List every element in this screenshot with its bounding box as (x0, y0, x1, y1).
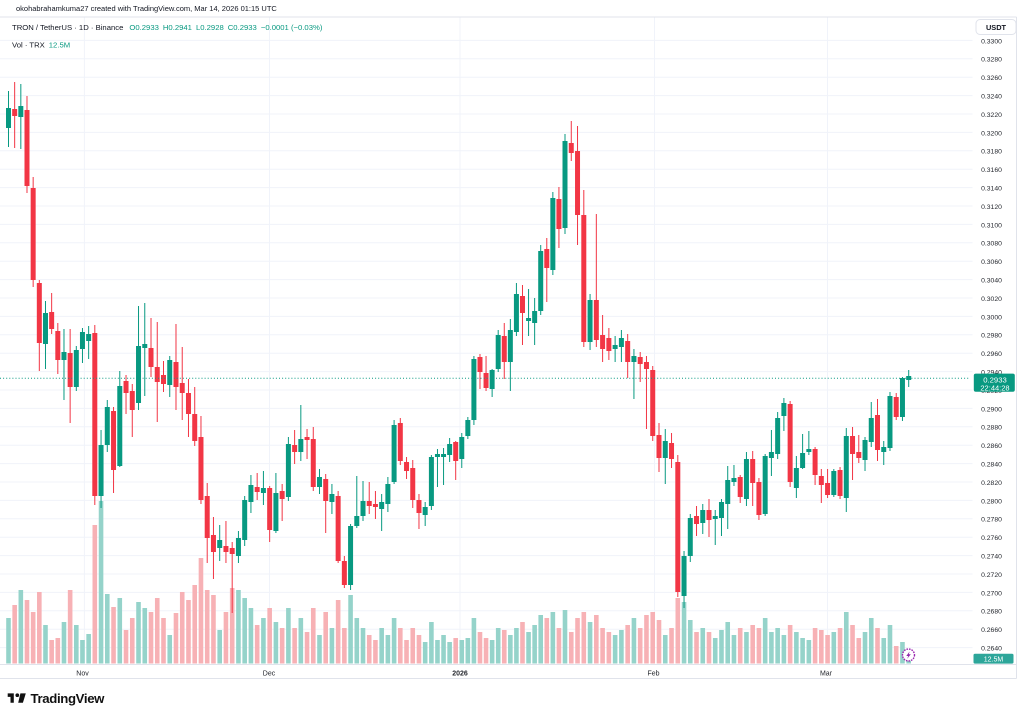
svg-text:0.2940: 0.2940 (981, 370, 1002, 377)
svg-text:2026: 2026 (452, 670, 468, 677)
svg-text:Feb: Feb (647, 670, 659, 677)
svg-text:0.3220: 0.3220 (981, 112, 1002, 119)
svg-text:0.3280: 0.3280 (981, 57, 1002, 64)
svg-text:0.2760: 0.2760 (981, 535, 1002, 542)
svg-text:0.3260: 0.3260 (981, 75, 1002, 82)
svg-text:0.2840: 0.2840 (981, 462, 1002, 469)
svg-text:0.2640: 0.2640 (981, 646, 1002, 653)
svg-text:0.3300: 0.3300 (981, 38, 1002, 45)
svg-text:0.3020: 0.3020 (981, 296, 1002, 303)
svg-text:0.3000: 0.3000 (981, 314, 1002, 321)
svg-text:0.2980: 0.2980 (981, 333, 1002, 340)
svg-text:0.3200: 0.3200 (981, 130, 1002, 137)
svg-text:0.2960: 0.2960 (981, 351, 1002, 358)
svg-text:0.3180: 0.3180 (981, 149, 1002, 156)
svg-text:0.2780: 0.2780 (981, 517, 1002, 524)
svg-text:0.2700: 0.2700 (981, 590, 1002, 597)
svg-text:0.2900: 0.2900 (981, 406, 1002, 413)
svg-text:0.3140: 0.3140 (981, 186, 1002, 193)
svg-text:0.2740: 0.2740 (981, 554, 1002, 561)
svg-text:0.2860: 0.2860 (981, 443, 1002, 450)
svg-text:0.2800: 0.2800 (981, 498, 1002, 505)
svg-text:0.2680: 0.2680 (981, 609, 1002, 616)
svg-text:0.3240: 0.3240 (981, 94, 1002, 101)
svg-text:0.2720: 0.2720 (981, 572, 1002, 579)
svg-text:okohabrahamkuma27 created with: okohabrahamkuma27 created with TradingVi… (16, 4, 277, 13)
svg-text:12.5M: 12.5M (984, 657, 1004, 664)
svg-text:0.3060: 0.3060 (981, 259, 1002, 266)
svg-text:0.3100: 0.3100 (981, 222, 1002, 229)
svg-text:0.3120: 0.3120 (981, 204, 1002, 211)
svg-text:0.3040: 0.3040 (981, 278, 1002, 285)
svg-text:22:44:28: 22:44:28 (980, 383, 1009, 392)
svg-text:0.2880: 0.2880 (981, 425, 1002, 432)
svg-text:Nov: Nov (76, 670, 89, 677)
svg-text:Mar: Mar (820, 670, 833, 677)
svg-text:TRON / TetherUS · 1D · Binance: TRON / TetherUS · 1D · Binance O0.2933 H0.… (12, 23, 323, 32)
svg-text:0.3160: 0.3160 (981, 167, 1002, 174)
svg-text:USDT: USDT (986, 23, 1007, 32)
svg-text:0.3080: 0.3080 (981, 241, 1002, 248)
svg-text:Dec: Dec (263, 670, 276, 677)
svg-text:0.2660: 0.2660 (981, 627, 1002, 634)
svg-text:0.2933: 0.2933 (983, 375, 1007, 384)
svg-text:0.2820: 0.2820 (981, 480, 1002, 487)
svg-text:TradingView: TradingView (31, 691, 106, 706)
